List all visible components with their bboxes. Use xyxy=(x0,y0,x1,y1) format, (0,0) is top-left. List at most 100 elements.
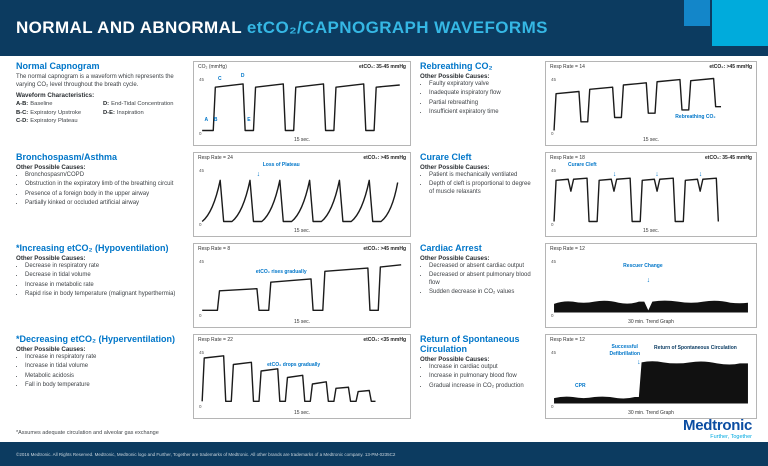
medtronic-logo-block: Medtronic Further, Together xyxy=(683,418,752,440)
section-curare-cleft: Curare Cleft Other Possible Causes: Pati… xyxy=(420,152,536,237)
header-bar: NORMAL AND ABNORMAL etCO₂/CAPNOGRAPH WAV… xyxy=(0,0,768,56)
bullet-item: Increase in pulmonary blood flow xyxy=(429,373,536,381)
chart-header: Resp Rate = 14 etCO₂: >45 mmHg xyxy=(550,64,752,72)
bullet-item: Rapid rise in body temperature (malignan… xyxy=(25,291,184,299)
y-axis-min-label: 0 xyxy=(199,221,202,227)
x-axis-time-label: 30 min. Trend Graph xyxy=(628,319,674,325)
causes-list: Increase in respiratory rateIncrease in … xyxy=(25,354,184,390)
x-axis-time-label: 15 sec. xyxy=(293,319,311,325)
causes-list: Decreased or absent cardiac outputDecrea… xyxy=(429,263,536,297)
chart-plot-area: 45 0 A B C D E xyxy=(198,72,406,137)
page-title: NORMAL AND ABNORMAL etCO₂/CAPNOGRAPH WAV… xyxy=(16,18,548,38)
bullet-item: Obstruction in the expiratory limb of th… xyxy=(25,181,184,189)
chart-annotation: Defibrillation xyxy=(609,351,641,358)
chart-top-left-label: Resp Rate = 8 xyxy=(198,246,231,252)
chart-plot-area: 45 0 CPR Successful Defibrillation ↓ Return of… xyxy=(550,345,752,410)
y-axis-max-label: 45 xyxy=(199,259,205,265)
chart-annotation: ↓ xyxy=(655,170,659,178)
section-increasing-etco2: *Increasing etCO₂ (Hypoventilation) Othe… xyxy=(16,243,184,328)
chart-top-left-label: Resp Rate = 18 xyxy=(550,155,585,161)
chart-annotation: CPR xyxy=(575,383,586,389)
chart-annotation: ↓ xyxy=(698,170,703,178)
chart-plot-area: 45 0 etCO₂ drops gradually xyxy=(198,345,406,410)
chart-annotation: C xyxy=(218,76,222,83)
chart-plot-area: 45 0 etCO₂ rises gradually xyxy=(198,254,406,319)
decorative-square-small xyxy=(684,0,710,26)
causes-label: Other Possible Causes: xyxy=(420,164,490,172)
y-axis-max-label: 45 xyxy=(199,168,205,174)
characteristic-item: D-E: Inspiration xyxy=(103,109,184,117)
chart-etco2-range-label: etCO₂: <35 mmHg xyxy=(363,337,406,343)
x-axis-time-label: 15 sec. xyxy=(293,410,311,416)
causes-list: Increase in cardiac outputIncrease in pu… xyxy=(429,364,536,390)
x-axis-time-label: 15 sec. xyxy=(293,228,311,234)
x-axis-time-label: 15 sec. xyxy=(642,228,660,234)
causes-list: Decrease in respiratory rateDecrease in … xyxy=(25,263,184,299)
y-axis-min-label: 0 xyxy=(199,130,202,136)
chart-top-left-label: Resp Rate = 14 xyxy=(550,64,585,70)
chart-plot-area: 45 0 Rescuer Change ↓ xyxy=(550,254,752,319)
waveform-path xyxy=(202,180,398,221)
bullet-item: Partial rebreathing xyxy=(429,100,536,108)
chart-rebreathing-co2: Resp Rate = 14 etCO₂: >45 mmHg 45 0 Rebreath… xyxy=(545,61,757,146)
characteristic-key: B-C: xyxy=(16,109,29,116)
characteristic-value: End-Tidal Concentration xyxy=(111,101,174,108)
chart-top-left-label: Resp Rate = 12 xyxy=(550,246,585,252)
characteristic-key: A-B: xyxy=(16,101,29,108)
bullet-item: Decreased or absent cardiac output xyxy=(429,263,536,271)
bullet-item: Increase in cardiac output xyxy=(429,364,536,372)
causes-label: Other Possible Causes: xyxy=(420,356,490,364)
chart-header: Resp Rate = 8 etCO₂: >45 mmHg xyxy=(198,246,406,254)
chart-annotation: ↓ xyxy=(256,170,261,178)
chart-annotation: Curare Cleft xyxy=(568,162,597,168)
section-heading: Bronchospasm/Asthma xyxy=(16,152,118,162)
section-heading: Normal Capnogram xyxy=(16,61,100,71)
bullet-item: Decreased or absent pulmonary blood flow xyxy=(429,272,536,288)
chart-annotation: D xyxy=(240,72,245,79)
chart-plot-area: 45 0 Loss of Plateau ↓ xyxy=(198,163,406,228)
waveform-path xyxy=(554,178,718,221)
waveform-svg xyxy=(198,254,406,319)
chart-etco2-range-label: etCO₂: >45 mmHg xyxy=(363,246,406,252)
chart-bronchospasm-asthma: Resp Rate = 24 etCO₂: >45 mmHg 45 0 Loss of … xyxy=(193,152,411,237)
characteristic-value: Expiratory Plateau xyxy=(30,118,78,125)
chart-etco2-range-label: etCO₂: >45 mmHg xyxy=(709,64,752,70)
bullet-item: Faulty expiratory valve xyxy=(429,81,536,89)
waveform-svg xyxy=(198,163,406,228)
chart-annotation: E xyxy=(247,116,251,123)
waveform-path xyxy=(202,356,375,402)
chart-annotation: Rescuer Change xyxy=(623,263,663,270)
content-grid: Normal Capnogram The normal capnogram is… xyxy=(0,56,768,419)
legal-text: ©2016 Medtronic. All Rights Reserved. Me… xyxy=(16,451,396,457)
section-heading: *Increasing etCO₂ (Hypoventilation) xyxy=(16,243,169,253)
chart-header: Resp Rate = 12 xyxy=(550,246,752,254)
decorative-square-large xyxy=(712,0,768,46)
section-heading: *Decreasing etCO₂ (Hyperventilation) xyxy=(16,334,176,344)
y-axis-max-label: 45 xyxy=(551,259,557,265)
section-heading: Return of Spontaneous Circulation xyxy=(420,334,520,355)
chart-annotation: Rebreathing CO₂ xyxy=(675,113,716,120)
section-normal-capnogram: Normal Capnogram The normal capnogram is… xyxy=(16,61,184,146)
x-axis-time-label: 15 sec. xyxy=(642,137,660,143)
chart-annotation: etCO₂ drops gradually xyxy=(267,362,321,369)
causes-label: Other Possible Causes: xyxy=(16,164,86,172)
waveform-path xyxy=(554,361,748,404)
characteristic-value: Expiratory Upstroke xyxy=(30,109,82,116)
chart-plot-area: 45 0 Curare Cleft ↓ ↓ ↓ xyxy=(550,163,752,228)
y-axis-max-label: 45 xyxy=(551,77,557,83)
characteristic-key: C-D: xyxy=(16,118,29,125)
chart-etco2-range-label: etCO₂: >45 mmHg xyxy=(363,155,406,161)
waveform-path xyxy=(554,300,748,313)
bullet-item: Insufficient expiratory time xyxy=(429,109,536,117)
y-axis-min-label: 0 xyxy=(199,312,202,318)
chart-etco2-range-label: etCO₂: 35-45 mmHg xyxy=(359,64,406,70)
characteristic-item: D: End-Tidal Concentration xyxy=(103,100,184,108)
characteristics-label: Waveform Characteristics: xyxy=(16,92,95,100)
causes-list: Bronchospasm/COPDObstruction in the expi… xyxy=(25,172,184,208)
chart-cardiac-arrest: Resp Rate = 12 45 0 Rescuer Change ↓ 30 min. … xyxy=(545,243,757,328)
bullet-item: Depth of cleft is proportional to degree… xyxy=(429,181,536,197)
bullet-item: Increase in tidal volume xyxy=(25,363,184,371)
waveform-svg xyxy=(554,300,748,313)
characteristic-value: Baseline xyxy=(30,101,53,108)
characteristic-item: C-D: Expiratory Plateau xyxy=(16,117,97,125)
